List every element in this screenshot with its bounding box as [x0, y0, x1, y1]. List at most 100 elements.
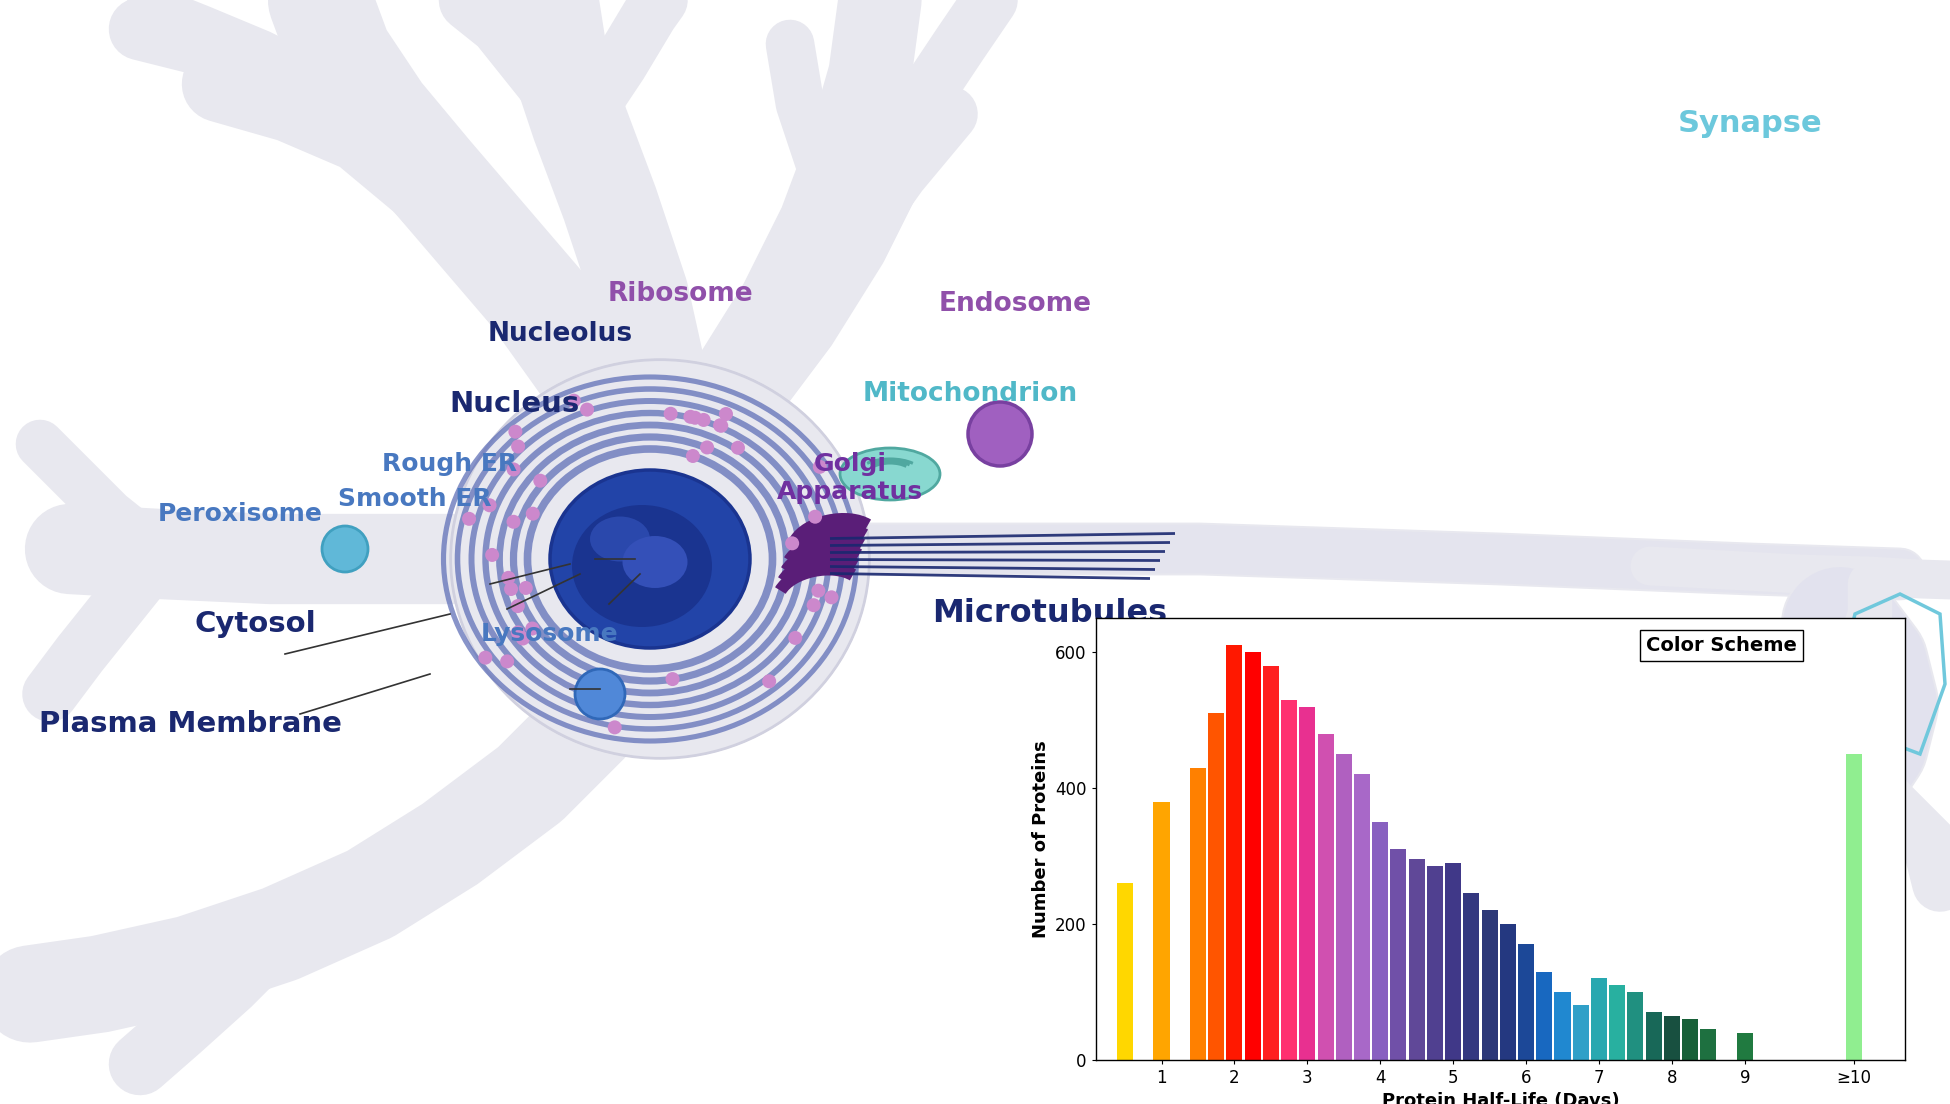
Circle shape: [511, 599, 525, 613]
Text: Nucleus: Nucleus: [450, 390, 581, 418]
Circle shape: [663, 406, 679, 421]
Circle shape: [526, 507, 540, 521]
Bar: [1227, 646, 1242, 1060]
Circle shape: [499, 655, 515, 668]
Text: Smooth ER: Smooth ER: [337, 487, 491, 511]
Circle shape: [486, 548, 499, 562]
Bar: [1500, 924, 1515, 1060]
Circle shape: [532, 474, 548, 488]
Bar: [1663, 1016, 1679, 1060]
Ellipse shape: [622, 537, 688, 588]
Circle shape: [686, 449, 700, 463]
Text: Apparatus: Apparatus: [776, 480, 922, 505]
Bar: [1554, 991, 1570, 1060]
Circle shape: [813, 460, 827, 474]
Circle shape: [714, 418, 727, 433]
Circle shape: [608, 721, 622, 734]
Circle shape: [762, 675, 776, 688]
Circle shape: [501, 571, 515, 585]
Text: Golgi: Golgi: [813, 452, 887, 476]
Circle shape: [505, 582, 519, 596]
Circle shape: [811, 584, 825, 597]
Circle shape: [807, 598, 821, 613]
Bar: [1591, 978, 1607, 1060]
Bar: [1190, 767, 1205, 1060]
Circle shape: [567, 394, 581, 407]
Bar: [1537, 972, 1552, 1060]
Bar: [1353, 775, 1371, 1060]
Y-axis label: Number of Proteins: Number of Proteins: [1032, 740, 1049, 938]
Circle shape: [967, 402, 1032, 466]
Circle shape: [575, 669, 626, 719]
Bar: [1336, 754, 1351, 1060]
Text: Microtubules: Microtubules: [932, 598, 1168, 629]
Text: Rough ER: Rough ER: [382, 452, 517, 476]
Bar: [1847, 754, 1862, 1060]
Circle shape: [507, 514, 521, 529]
Bar: [1281, 700, 1297, 1060]
Ellipse shape: [450, 359, 870, 760]
Text: Ribosome: Ribosome: [606, 282, 753, 307]
Text: Nucleolus: Nucleolus: [488, 321, 632, 347]
Circle shape: [322, 526, 369, 572]
Circle shape: [665, 672, 679, 686]
Circle shape: [511, 439, 525, 454]
Bar: [1154, 802, 1170, 1060]
Bar: [1299, 707, 1316, 1060]
Bar: [1318, 734, 1334, 1060]
Bar: [1408, 859, 1425, 1060]
Bar: [1683, 1019, 1698, 1060]
Circle shape: [720, 407, 733, 421]
Text: Peroxisome: Peroxisome: [158, 502, 322, 526]
Bar: [1390, 849, 1406, 1060]
Circle shape: [696, 413, 710, 427]
Circle shape: [688, 411, 702, 425]
Text: Mitochondrion: Mitochondrion: [862, 381, 1078, 407]
Ellipse shape: [840, 448, 940, 500]
Text: Cytosol: Cytosol: [195, 611, 316, 638]
Circle shape: [700, 440, 714, 455]
Circle shape: [579, 403, 595, 416]
Circle shape: [519, 581, 532, 595]
Bar: [1462, 893, 1480, 1060]
Circle shape: [807, 510, 823, 523]
Ellipse shape: [571, 505, 712, 627]
Circle shape: [482, 498, 497, 512]
Bar: [1445, 863, 1461, 1060]
Ellipse shape: [550, 470, 751, 648]
Circle shape: [507, 463, 521, 477]
X-axis label: Protein Half-Life (Days): Protein Half-Life (Days): [1383, 1093, 1618, 1104]
Bar: [1117, 883, 1133, 1060]
Bar: [1517, 944, 1535, 1060]
Bar: [1628, 991, 1644, 1060]
Text: Plasma Membrane: Plasma Membrane: [39, 710, 341, 737]
Bar: [1574, 1006, 1589, 1060]
Circle shape: [478, 650, 491, 665]
Ellipse shape: [450, 360, 870, 758]
Ellipse shape: [591, 517, 649, 562]
Circle shape: [462, 512, 476, 526]
Bar: [1427, 867, 1443, 1060]
Bar: [1373, 822, 1388, 1060]
Bar: [1244, 652, 1260, 1060]
Circle shape: [509, 425, 523, 438]
Circle shape: [525, 622, 540, 636]
Bar: [1646, 1012, 1661, 1060]
Circle shape: [714, 418, 727, 433]
Bar: [1209, 713, 1225, 1060]
Circle shape: [511, 626, 525, 639]
Circle shape: [731, 440, 745, 455]
Bar: [1264, 666, 1279, 1060]
Text: Endosome: Endosome: [938, 291, 1092, 317]
Circle shape: [788, 630, 801, 645]
Circle shape: [825, 591, 838, 604]
Bar: [1482, 911, 1498, 1060]
Bar: [1700, 1029, 1716, 1060]
Circle shape: [786, 537, 799, 550]
Bar: [1737, 1032, 1753, 1060]
Bar: [1609, 985, 1624, 1060]
Circle shape: [517, 631, 530, 646]
Text: Synapse: Synapse: [1677, 109, 1823, 138]
Text: Lysosome: Lysosome: [482, 622, 618, 646]
Text: Color Scheme: Color Scheme: [1646, 636, 1798, 655]
